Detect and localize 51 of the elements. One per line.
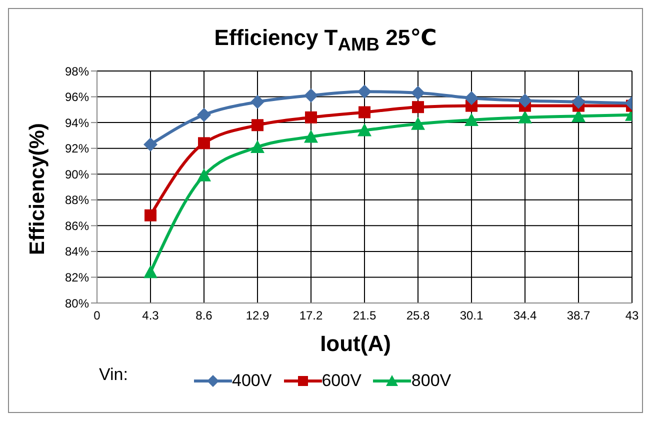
- point: [358, 106, 370, 118]
- x-tick-label: 17.2: [299, 308, 323, 323]
- x-tick-label: 43: [625, 308, 639, 323]
- point: [305, 111, 317, 124]
- y-tick-label: 88%: [64, 193, 90, 208]
- y-tick-label: 82%: [64, 270, 90, 284]
- point: [197, 108, 211, 122]
- point: [358, 123, 372, 136]
- point: [144, 265, 158, 278]
- point: [411, 116, 425, 130]
- point: [572, 94, 586, 109]
- point: [304, 88, 318, 102]
- y-tick-label: 92%: [64, 142, 90, 156]
- legend-label: 400V: [232, 371, 272, 391]
- y-axis-title: Efficiency(%): [26, 123, 50, 255]
- y-tick-label: 96%: [64, 90, 90, 104]
- x-tick-label: 38.7: [566, 308, 590, 323]
- point: [252, 119, 264, 132]
- point: [250, 94, 264, 109]
- point: [144, 209, 156, 222]
- legend-label: 600V: [322, 371, 362, 391]
- y-tick-label: 86%: [64, 218, 90, 233]
- x-tick-label: 12.9: [246, 308, 270, 323]
- point: [250, 140, 264, 154]
- point: [144, 137, 158, 152]
- point: [518, 110, 532, 124]
- point: [198, 137, 210, 150]
- point: [412, 101, 424, 114]
- x-tick-label: 34.4: [513, 308, 537, 323]
- x-tick-label: 4.3: [142, 308, 160, 323]
- y-tick-label: 84%: [64, 244, 90, 259]
- point: [411, 86, 425, 100]
- legend-label: 800V: [411, 371, 452, 391]
- x-axis-title: Iout(A): [319, 331, 392, 357]
- y-tick-label: 80%: [64, 296, 90, 310]
- x-tick-label: 0: [94, 308, 101, 323]
- x-tick-label: 8.6: [196, 308, 213, 323]
- point: [464, 112, 478, 126]
- chart-title: Efficiency T$_{AMB}$ 25℃: [213, 25, 438, 56]
- point: [464, 91, 478, 106]
- x-tick-label: 25.8: [406, 308, 430, 323]
- point: [304, 130, 318, 143]
- point: [518, 94, 532, 108]
- x-tick-label: 30.1: [460, 308, 484, 323]
- y-tick-label: 90%: [64, 167, 90, 182]
- legend-title: Vin:: [99, 365, 128, 385]
- point: [358, 84, 372, 99]
- x-tick-label: 21.5: [352, 308, 376, 323]
- y-tick-label: 94%: [64, 116, 90, 130]
- y-tick-label: 98%: [64, 64, 90, 78]
- point: [197, 168, 211, 182]
